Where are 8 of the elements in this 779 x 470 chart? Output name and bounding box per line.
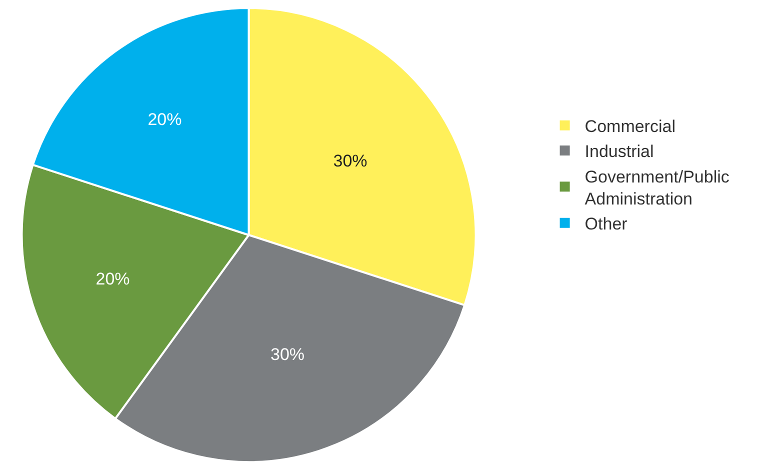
- legend-label: Other: [584, 214, 628, 234]
- legend-label: Industrial: [584, 142, 654, 162]
- legend-label: Government/Public Administration: [584, 167, 730, 208]
- legend-label: Commercial: [584, 117, 676, 136]
- data-label: 30%: [270, 344, 305, 364]
- data-label: 30%: [333, 152, 368, 171]
- data-label: 20%: [96, 270, 130, 289]
- data-label: 20%: [148, 110, 182, 129]
